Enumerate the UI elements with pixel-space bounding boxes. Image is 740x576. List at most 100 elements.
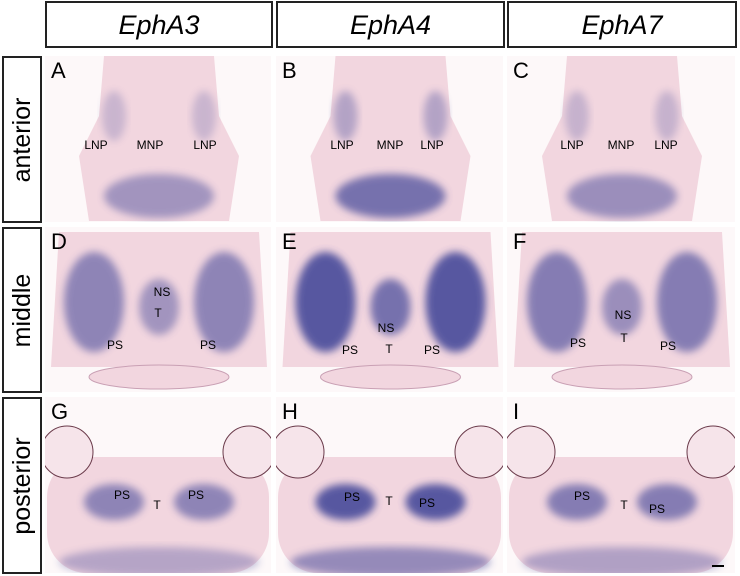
expression (84, 484, 144, 520)
panel-letter: C (513, 58, 529, 83)
tissue-base (320, 364, 461, 390)
expression (333, 91, 358, 141)
expression (423, 91, 448, 141)
image-panel: D NS T PS PS (45, 227, 271, 392)
image-panel: F NS PS T PS (507, 227, 735, 392)
image-panel: E NS PS T PS (276, 227, 503, 392)
region-label: LNP (193, 138, 216, 152)
region-label: T (153, 498, 161, 512)
tissue (276, 227, 503, 392)
expression (425, 252, 486, 352)
eye (686, 425, 735, 479)
region-label: LNP (330, 138, 353, 152)
eye (507, 425, 556, 479)
region-label: PS (188, 488, 204, 502)
image-panel: C LNP MNP LNP (507, 56, 735, 222)
expression (59, 547, 259, 573)
expression (370, 279, 411, 335)
column-header-box (45, 1, 273, 48)
expression (657, 252, 717, 352)
region-label: MNP (608, 138, 635, 152)
region-label: PS (114, 488, 130, 502)
expression (602, 279, 642, 335)
column-header-box (276, 1, 505, 48)
region-label: T (385, 494, 393, 508)
column-header: EphA7 (581, 10, 663, 40)
column-header: EphA4 (350, 10, 431, 40)
tissue (276, 397, 503, 573)
region-label: PS (660, 339, 676, 353)
tissue (45, 227, 271, 392)
region-label: NS (615, 308, 632, 322)
row-label-box (2, 56, 42, 223)
region-label: PS (570, 336, 586, 350)
region-label: T (620, 498, 628, 512)
row-label-box (2, 227, 42, 393)
expression (405, 484, 466, 520)
eye (45, 425, 94, 479)
expression (192, 91, 216, 141)
region-label: MNP (377, 138, 404, 152)
region-label: MNP (137, 138, 164, 152)
region-label: T (620, 331, 628, 345)
expression (194, 252, 254, 352)
region-label: PS (574, 489, 590, 503)
region-label: PS (344, 490, 360, 504)
expression (335, 174, 446, 218)
expression (139, 279, 179, 335)
tissue (45, 56, 271, 222)
expression (637, 484, 697, 520)
expression (290, 547, 491, 573)
row-label: middle (8, 274, 36, 348)
region-label: T (154, 306, 162, 320)
tissue (507, 397, 735, 573)
eye (454, 425, 503, 479)
region-label: PS (419, 496, 435, 510)
eye (276, 425, 325, 479)
panel-letter: E (282, 229, 297, 254)
expression (567, 174, 677, 218)
panel-letter: H (282, 399, 298, 424)
image-panel: G PS T PS (45, 397, 271, 573)
panel-letter: D (51, 229, 67, 254)
row-label: posterior (8, 437, 36, 534)
panel-letter: F (513, 229, 526, 254)
expression (565, 91, 589, 141)
expression (64, 252, 124, 352)
region-label: NS (378, 321, 395, 335)
eye (222, 425, 271, 479)
tissue (507, 227, 735, 392)
tissue (276, 56, 503, 222)
region-label: PS (342, 343, 358, 357)
expression (547, 484, 607, 520)
tissue (507, 56, 735, 222)
expression (174, 484, 234, 520)
column-header-box (507, 1, 737, 48)
region-label: PS (200, 338, 216, 352)
expression (522, 547, 722, 573)
region-label: LNP (560, 138, 583, 152)
expression (295, 252, 356, 352)
expression (527, 252, 587, 352)
expression (655, 91, 679, 141)
region-label: PS (107, 338, 123, 352)
expression (315, 484, 376, 520)
row-label: anterior (8, 98, 36, 183)
expression (104, 174, 214, 218)
row-label-box (2, 397, 42, 574)
panel-letter: A (51, 58, 66, 83)
region-label: PS (649, 502, 665, 516)
tissue-base (551, 364, 693, 390)
region-label: T (385, 342, 393, 356)
expression (102, 91, 126, 141)
panel-letter: I (513, 399, 519, 424)
panel-letter: G (51, 399, 68, 424)
column-header: EphA3 (118, 10, 199, 40)
tissue (45, 397, 271, 573)
image-panel: H PS T PS (276, 397, 503, 573)
region-label: LNP (654, 138, 677, 152)
image-panel: B LNP MNP LNP (276, 56, 503, 222)
image-panel: A LNP MNP LNP (45, 56, 271, 222)
region-label: LNP (84, 138, 107, 152)
